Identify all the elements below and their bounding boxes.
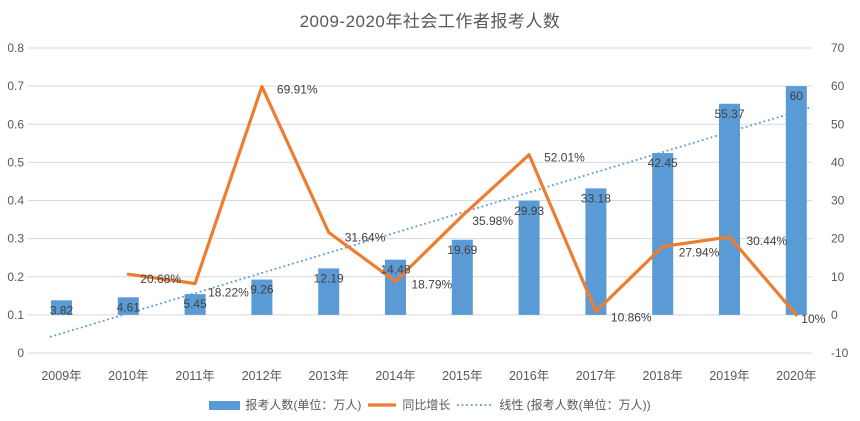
- bar-value-label: 29.93: [514, 204, 544, 218]
- bar[interactable]: [451, 239, 473, 315]
- bar[interactable]: [184, 294, 206, 315]
- x-axis-label: 2018年: [643, 369, 683, 383]
- bar[interactable]: [51, 300, 72, 315]
- bar[interactable]: [585, 188, 607, 315]
- bar-value-label: 9.26: [250, 283, 274, 297]
- right-axis-tick-label: 0: [831, 308, 838, 322]
- x-axis-label: 2013年: [309, 369, 349, 383]
- legend: 报考人数(单位：万人) 同比增长 线性 (报考人数(单位：万人)): [0, 396, 860, 413]
- growth-point-label: 10.86%: [611, 311, 652, 325]
- right-axis-tick-label: 60: [831, 79, 845, 93]
- line-series-swatch-icon: [368, 402, 397, 407]
- bar[interactable]: [518, 200, 540, 315]
- right-axis-tick-label: -10: [831, 346, 849, 360]
- x-axis-label: 2009年: [41, 369, 81, 383]
- bar[interactable]: [117, 297, 139, 315]
- legend-item-bar-series[interactable]: 报考人数(单位：万人): [209, 396, 361, 413]
- chart-title: 2009-2020年社会工作者报考人数: [299, 12, 561, 31]
- left-axis-tick-label: 0.1: [7, 308, 24, 322]
- bar-value-label: 33.18: [581, 191, 611, 205]
- growth-point-label: 20.68%: [140, 272, 181, 286]
- right-axis-tick-label: 70: [831, 41, 845, 55]
- x-axis-label: 2017年: [576, 369, 616, 383]
- x-axis-label: 2020年: [776, 369, 816, 383]
- bar[interactable]: [652, 153, 674, 315]
- right-axis-tick-label: 30: [831, 194, 845, 208]
- bar[interactable]: [318, 268, 340, 315]
- growth-point-label: 18.79%: [412, 277, 453, 291]
- legend-item-trendline[interactable]: 线性 (报考人数(单位：万人)): [456, 396, 651, 413]
- growth-point-label: 52.01%: [544, 151, 585, 165]
- left-axis-tick-label: 0.6: [7, 117, 24, 131]
- bar[interactable]: [251, 279, 273, 315]
- growth-point-label: 31.64%: [345, 230, 386, 244]
- bar-value-label: 5.45: [183, 297, 207, 311]
- bar-value-label: 3.82: [50, 303, 74, 317]
- bar-value-label: 60: [790, 89, 804, 103]
- left-axis-tick-label: 0: [17, 346, 24, 360]
- x-axis-label: 2016年: [509, 369, 549, 383]
- right-axis-tick-label: 20: [831, 232, 845, 246]
- growth-point-label: 27.94%: [679, 245, 720, 259]
- bar-value-label: 4.61: [117, 300, 141, 314]
- growth-point-label: 35.98%: [472, 214, 513, 228]
- left-axis-tick-label: 0.5: [7, 155, 24, 169]
- trend-line[interactable]: [49, 106, 813, 338]
- x-axis-label: 2015年: [442, 369, 482, 383]
- right-axis-tick-label: 10: [831, 270, 845, 284]
- legend-label-trendline: 线性 (报考人数(单位：万人)): [499, 398, 651, 412]
- x-axis-label: 2010年: [108, 369, 148, 383]
- x-axis-label: 2014年: [375, 369, 415, 383]
- x-axis-label: 2011年: [175, 369, 214, 383]
- x-axis-label: 2012年: [242, 369, 282, 383]
- left-axis-tick-label: 0.4: [7, 194, 24, 208]
- bar-value-label: 42.45: [648, 156, 678, 170]
- growth-point-label: 10%: [801, 312, 825, 326]
- growth-point-label: 30.44%: [747, 234, 788, 248]
- bar-value-label: 19.69: [447, 243, 477, 257]
- bar[interactable]: [719, 103, 740, 315]
- growth-line[interactable]: [126, 84, 798, 317]
- x-axis-label: 2019年: [709, 369, 749, 383]
- left-axis-tick-label: 0.7: [7, 79, 24, 93]
- bar[interactable]: [385, 259, 406, 315]
- legend-item-growth-line[interactable]: 同比增长: [367, 396, 450, 413]
- right-axis-tick-label: 50: [831, 117, 845, 131]
- legend-label-growth-line: 同比增长: [402, 398, 451, 412]
- bar[interactable]: [785, 86, 807, 315]
- left-axis-tick-label: 0.2: [7, 270, 24, 284]
- bar-series-swatch-icon: [209, 400, 241, 410]
- bar-value-label: 14.48: [380, 263, 410, 277]
- left-axis-tick-label: 0.3: [7, 232, 24, 246]
- growth-point-label: 69.91%: [277, 82, 318, 96]
- growth-point-label: 18.22%: [208, 286, 249, 300]
- bar-value-label: 55.37: [714, 107, 744, 121]
- bar-value-label: 12.19: [314, 271, 344, 285]
- right-axis-tick-label: 40: [831, 155, 845, 169]
- left-axis-tick-label: 0.8: [7, 41, 24, 55]
- trend-series-swatch-icon: [457, 403, 494, 406]
- legend-label-bar-series: 报考人数(单位：万人): [245, 398, 362, 412]
